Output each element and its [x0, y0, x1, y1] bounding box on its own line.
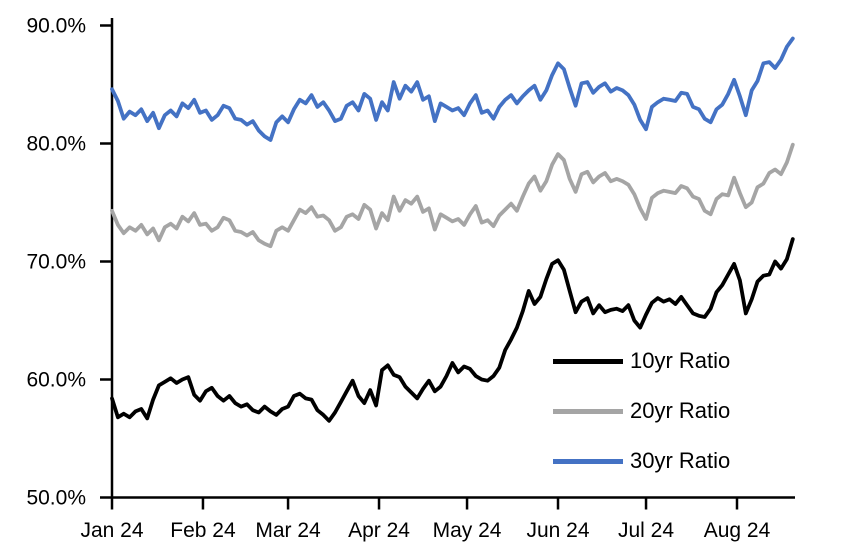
legend-item-10yr-ratio: 10yr Ratio	[553, 336, 773, 386]
series-line-30yr-ratio	[110, 36, 795, 142]
y-tick-label: 80.0%	[26, 133, 86, 156]
y-tick-label: 90.0%	[26, 15, 86, 38]
y-tick-label: 60.0%	[26, 369, 86, 392]
y-tick-label: 50.0%	[26, 487, 86, 510]
legend-label-30yr: 30yr Ratio	[630, 448, 731, 473]
x-tick-label: Jun 24	[526, 519, 589, 542]
x-tick-label: Feb 24	[170, 519, 236, 542]
x-tick-label: Jul 24	[618, 519, 674, 542]
legend-line-sample-30yr	[553, 458, 623, 464]
legend-item-30yr-ratio: 30yr Ratio	[553, 436, 773, 486]
legend-line-sample-20yr	[553, 408, 623, 414]
series-line-10yr-ratio	[110, 237, 795, 423]
axis-labels: 50.0% 60.0% 70.0% 80.0% 90.0% Jan 24 Feb 24 Mar…	[26, 15, 770, 543]
axes	[100, 18, 795, 510]
x-tick-label: Aug 24	[704, 519, 771, 542]
series-line-20yr-ratio	[110, 142, 795, 249]
x-tick-label: Jan 24	[80, 519, 143, 542]
x-tick-label: Apr 24	[348, 519, 410, 542]
x-tick-label: May 24	[433, 519, 502, 542]
y-tick-label: 70.0%	[26, 251, 86, 274]
x-tick-label: Mar 24	[255, 519, 321, 542]
series-lines	[110, 36, 795, 423]
legend-item-20yr-ratio: 20yr Ratio	[553, 386, 773, 436]
legend: 10yr Ratio 20yr Ratio 30yr Ratio	[553, 336, 773, 486]
legend-label-20yr: 20yr Ratio	[630, 398, 731, 423]
legend-label-10yr: 10yr Ratio	[630, 348, 731, 373]
legend-line-sample-10yr	[553, 358, 623, 364]
